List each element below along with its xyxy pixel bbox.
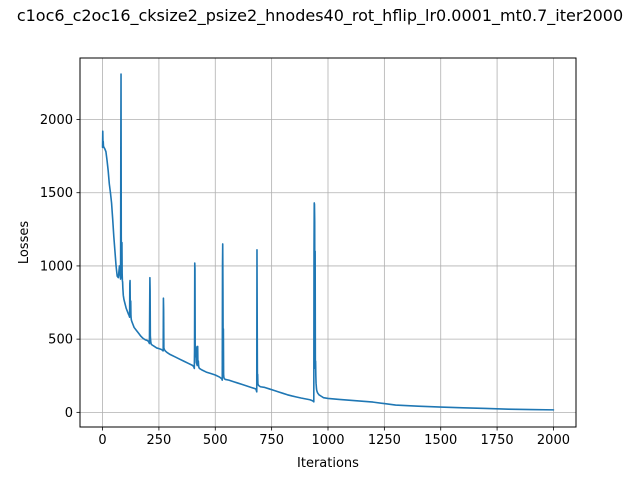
loss-series-line bbox=[101, 73, 555, 411]
chart-title: c1oc6_c2oc16_cksize2_psize2_hnodes40_rot… bbox=[17, 6, 623, 26]
y-tick-label: 2000 bbox=[40, 113, 73, 128]
ticks: 0 250 500 750 1000 1250 1500 1750 2000 0 500 1000 15… bbox=[40, 113, 570, 448]
y-tick-label: 500 bbox=[48, 333, 73, 348]
y-tick-label: 0 bbox=[65, 406, 73, 421]
x-tick-label: 1250 bbox=[368, 433, 401, 448]
x-tick-label: 1000 bbox=[311, 433, 344, 448]
x-tick-label: 500 bbox=[203, 433, 228, 448]
x-tick-label: 2000 bbox=[537, 433, 570, 448]
x-tick-label: 0 bbox=[98, 433, 106, 448]
plot-area bbox=[101, 73, 555, 411]
x-tick-label: 1750 bbox=[481, 433, 514, 448]
x-tick-label: 1500 bbox=[424, 433, 457, 448]
x-axis-label: Iterations bbox=[297, 456, 359, 471]
x-tick-label: 750 bbox=[259, 433, 284, 448]
y-axis-label: Losses bbox=[17, 221, 32, 265]
x-tick-label: 250 bbox=[146, 433, 171, 448]
y-tick-label: 1000 bbox=[40, 259, 73, 274]
y-tick-label: 1500 bbox=[40, 186, 73, 201]
